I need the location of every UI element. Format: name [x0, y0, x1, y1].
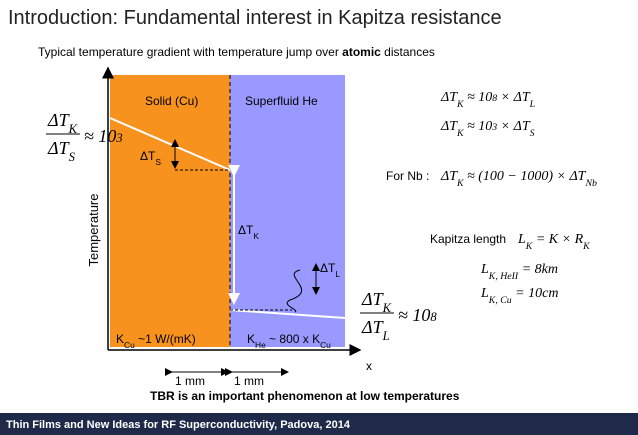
text-segment: ≈ 10 — [84, 126, 116, 146]
text-segment: K — [582, 241, 590, 252]
text-segment: L — [529, 99, 535, 110]
squiggle — [286, 269, 303, 313]
region-label: Superfluid He — [245, 94, 318, 108]
delta-label: ΔTL — [320, 261, 340, 279]
delta-label: ΔTK — [238, 223, 259, 241]
helium-region — [230, 75, 345, 347]
text-segment: Typical temperature gradient with temper… — [38, 45, 342, 59]
text-segment: = 10cm — [512, 286, 559, 301]
equation: ΔTK ≈ 103 × ΔTS — [440, 119, 535, 139]
text-segment: S — [69, 150, 76, 164]
text-segment: ΔT — [47, 138, 71, 158]
text-segment: L — [335, 269, 340, 279]
text-segment: L — [382, 329, 390, 343]
text-segment: = K × R — [532, 232, 583, 247]
text-segment: ΔT — [440, 169, 458, 184]
axis-label: Temperature — [86, 194, 101, 267]
equation: LK, HeII = 8km — [480, 262, 558, 282]
text-segment: ΔT — [361, 289, 385, 309]
text-segment: ΔT — [238, 223, 254, 237]
text-segment: 8 — [430, 310, 437, 324]
conductivity-label: KHe ~ 800 x KCu — [247, 332, 331, 350]
solid-region — [110, 75, 230, 347]
solid-gradient — [109, 117, 231, 171]
text-segment: He — [255, 340, 266, 350]
text-segment: ~1 W/(mK) — [135, 332, 196, 346]
text-segment: × ΔT — [497, 90, 531, 105]
subtitle: Typical temperature gradient with temper… — [38, 45, 435, 59]
text-segment: S — [155, 157, 161, 167]
text-segment: 3 — [491, 122, 497, 133]
text-segment: K — [68, 122, 78, 136]
text-segment: ΔT — [440, 90, 458, 105]
text-segment: ≈ 10 — [464, 119, 493, 134]
text-segment: K — [456, 178, 464, 189]
text-segment: S — [530, 128, 535, 139]
text-segment: L — [480, 262, 489, 277]
kapitza-label: Kapitza length — [430, 232, 506, 246]
text-segment: 3 — [115, 131, 122, 145]
relation: ≈ 103 — [84, 126, 123, 146]
equation: LK, Cu = 10cm — [480, 286, 558, 306]
text-segment: L — [517, 232, 526, 247]
text-segment: ~ 800 x K — [266, 332, 320, 346]
text-segment: Nb — [584, 178, 597, 189]
text-segment: ΔT — [140, 149, 156, 163]
text-segment: K — [525, 241, 533, 252]
text-segment: ΔT — [440, 119, 458, 134]
title: Introduction: Fundamental interest in Ka… — [8, 7, 502, 29]
text-segment: 8 — [492, 93, 497, 104]
axis-label: x — [366, 359, 372, 373]
text-segment: ≈ 10 — [398, 305, 430, 325]
numerator: ΔTK — [361, 289, 392, 315]
footer-bar — [0, 413, 638, 435]
footer: Thin Films and New Ideas for RF Supercon… — [6, 419, 351, 431]
text-segment: Cu — [320, 340, 331, 350]
text-segment: atomic — [342, 45, 381, 59]
denominator: ΔTL — [361, 317, 390, 343]
equation: LK = K × RK — [517, 232, 590, 252]
nb-label: For Nb : — [386, 169, 429, 183]
conductivity-label: KCu ~1 W/(mK) — [116, 332, 196, 350]
denominator: ΔTS — [47, 138, 76, 164]
text-segment: ΔT — [47, 110, 71, 130]
helium-gradient — [229, 309, 346, 319]
text-segment: K — [456, 128, 464, 139]
text-segment: ≈ (100 − 1000) × ΔT — [464, 169, 587, 184]
text-segment: ΔT — [320, 261, 336, 275]
text-segment: L — [480, 286, 489, 301]
text-segment: K — [253, 231, 259, 241]
text-segment: K — [456, 99, 464, 110]
text-segment: distances — [381, 45, 435, 59]
text-segment: K — [247, 332, 255, 346]
width-label: 1 mm — [175, 374, 205, 388]
conclusion: TBR is an important phenomenon at low te… — [150, 389, 460, 403]
relation: ≈ 108 — [398, 305, 437, 325]
width-label: 1 mm — [234, 374, 264, 388]
text-segment: = 8km — [518, 262, 558, 277]
equation: ΔTK ≈ (100 − 1000) × ΔTNb — [440, 169, 597, 189]
text-segment: K — [116, 332, 124, 346]
text-segment: K, Cu — [488, 295, 512, 306]
equation: ΔTK ≈ 108 × ΔTL — [440, 90, 535, 110]
delta-label: ΔTS — [140, 149, 161, 167]
region-label: Solid (Cu) — [145, 94, 198, 108]
text-segment: ΔT — [361, 317, 385, 337]
text-segment: × ΔT — [497, 119, 531, 134]
numerator: ΔTK — [47, 110, 78, 136]
text-segment: K, HeII — [488, 271, 519, 282]
text-segment: Cu — [124, 340, 135, 350]
text-segment: ≈ 10 — [464, 90, 493, 105]
text-segment: K — [382, 301, 392, 315]
